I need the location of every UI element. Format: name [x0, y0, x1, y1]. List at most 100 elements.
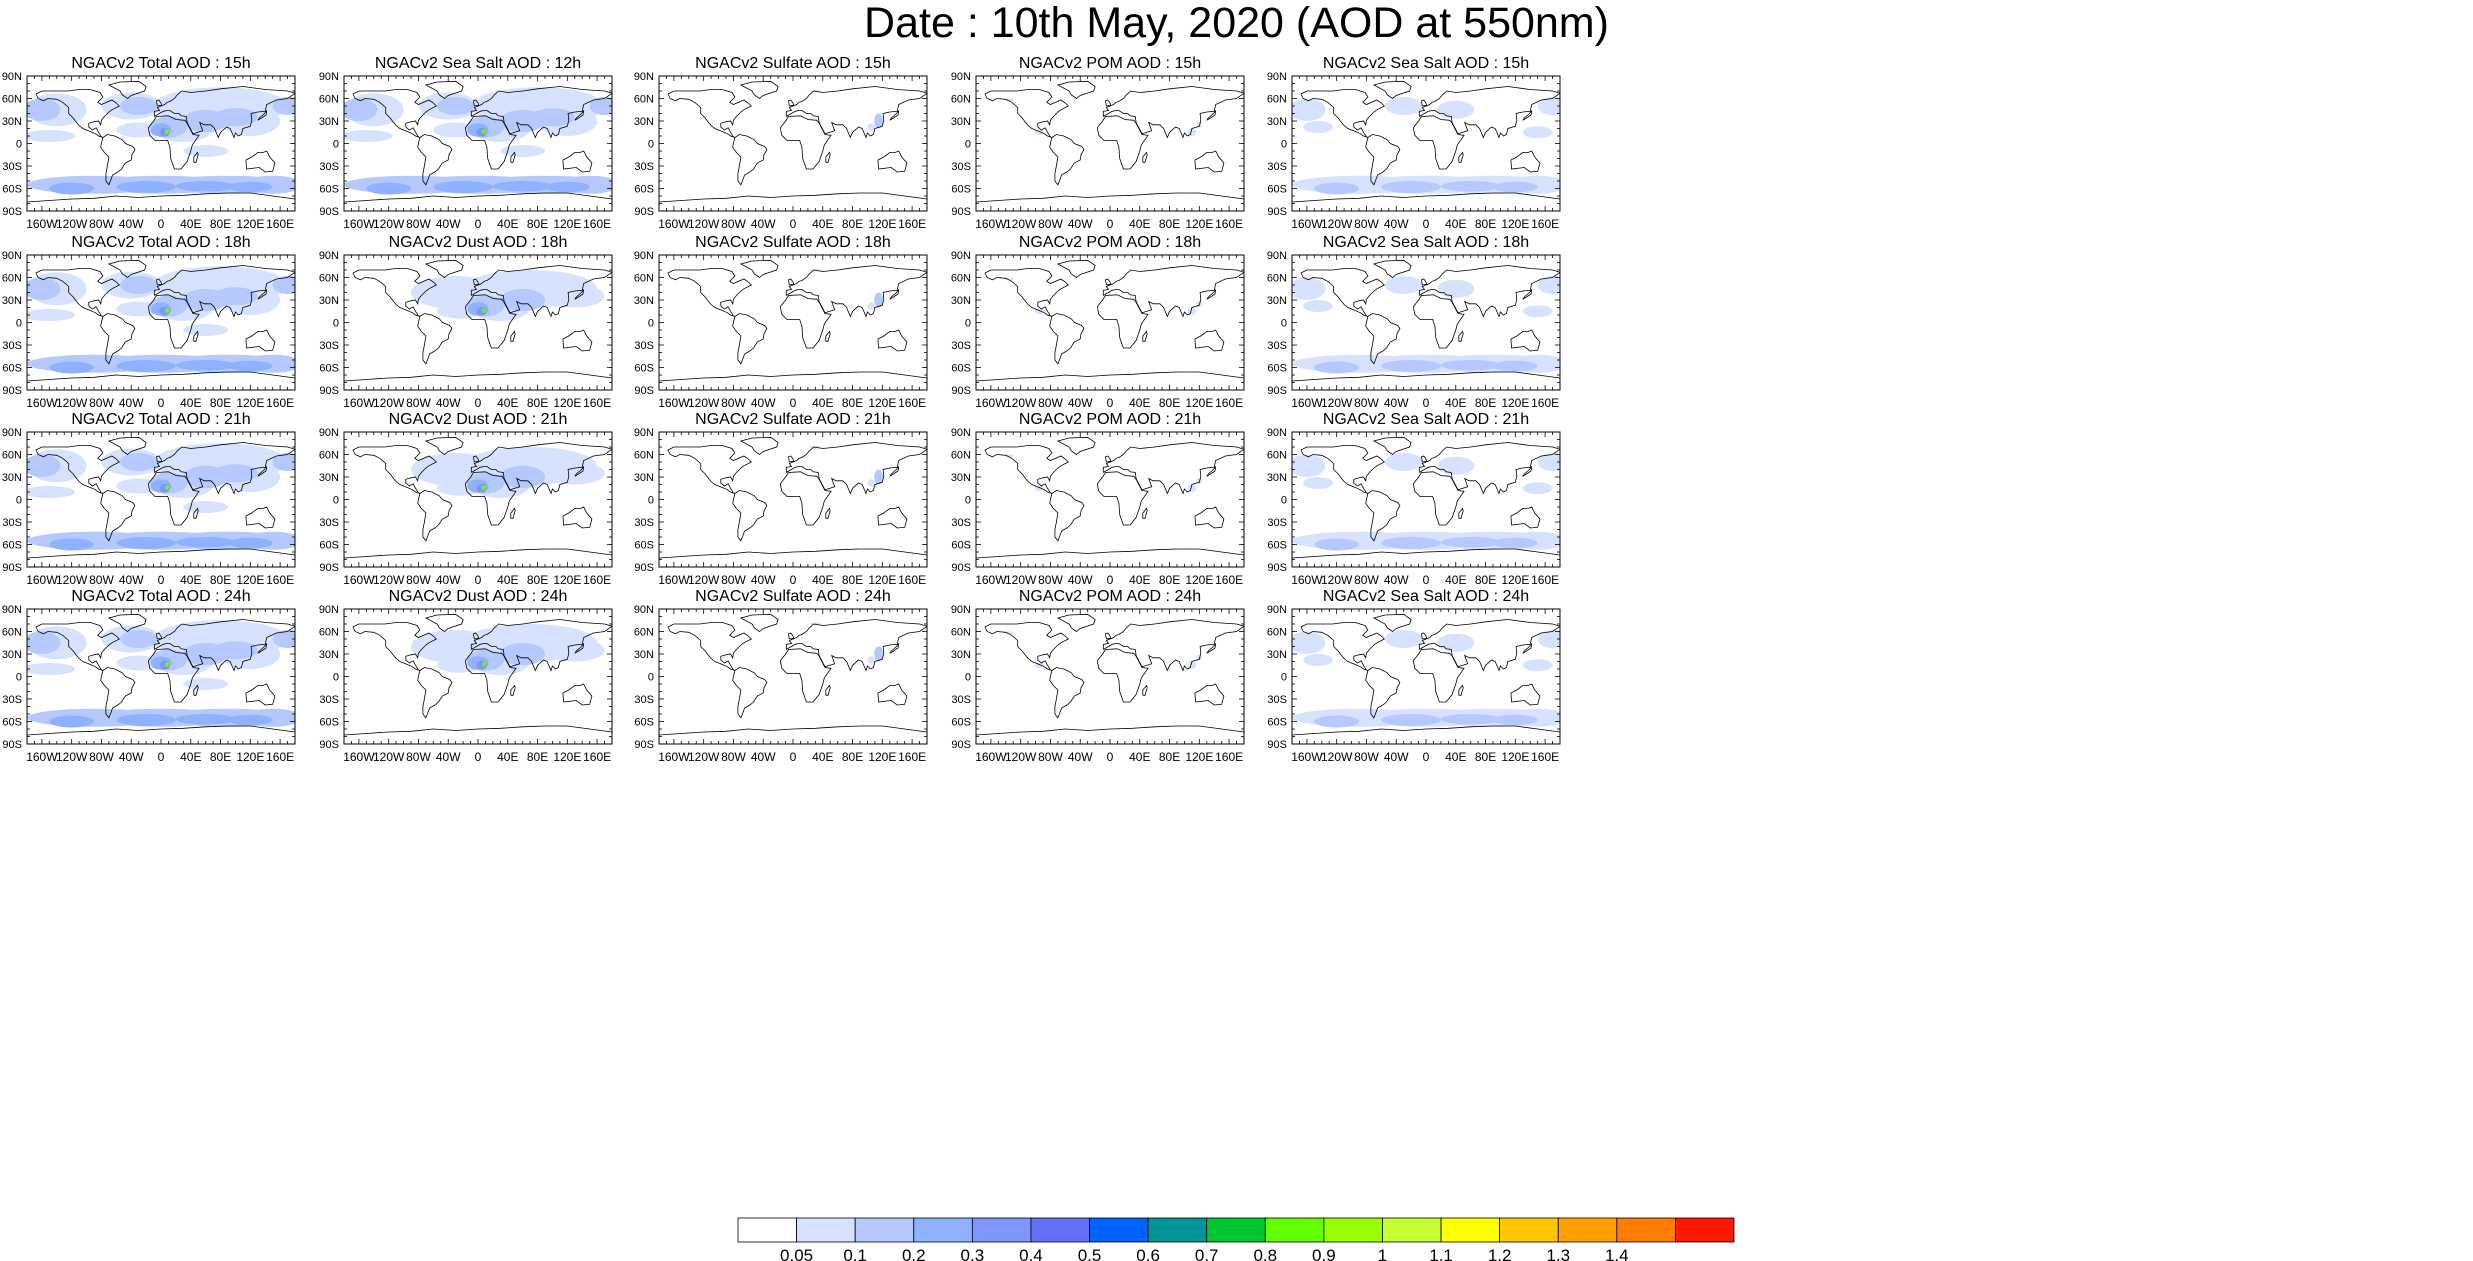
- lat-tick-label: 0: [648, 672, 654, 684]
- lon-tick-label: 160E: [1215, 573, 1243, 587]
- lon-tick-label: 160E: [583, 396, 611, 410]
- lon-tick-label: 80W: [1354, 573, 1379, 587]
- lat-tick-label: 60N: [2, 450, 22, 462]
- coastline: [1412, 294, 1465, 349]
- lon-tick-label: 80E: [210, 217, 231, 231]
- lat-tick-label: 0: [333, 672, 339, 684]
- lat-tick-label: 30N: [1267, 472, 1287, 484]
- colorbar-label: 1.3: [1546, 1246, 1570, 1261]
- lon-tick-label: 160W: [1291, 217, 1323, 231]
- coastline: [1056, 80, 1096, 100]
- lon-tick-label: 160E: [583, 217, 611, 231]
- lat-tick-label: 60S: [2, 540, 22, 552]
- coastline: [1292, 192, 1560, 203]
- coastline: [35, 268, 120, 317]
- aod-patch: [500, 642, 545, 666]
- coastline: [344, 192, 612, 203]
- coastline: [1105, 99, 1112, 107]
- coastline: [1510, 329, 1541, 352]
- lat-tick-label: 90S: [951, 562, 971, 574]
- aod-patch: [183, 145, 229, 157]
- coastline: [877, 683, 908, 706]
- lon-tick-label: 40E: [812, 573, 833, 587]
- coastlines: [976, 80, 1244, 203]
- coastline: [352, 89, 437, 138]
- coastline: [1142, 507, 1148, 519]
- lat-tick-label: 90N: [951, 71, 971, 83]
- coastlines: [976, 613, 1244, 736]
- coastline: [785, 265, 927, 318]
- lon-tick-label: 120W: [56, 573, 88, 587]
- coastlines: [27, 259, 295, 382]
- coastlines: [344, 80, 612, 203]
- aod-patch: [492, 181, 553, 192]
- lon-tick-label: 160W: [26, 396, 58, 410]
- lon-tick-label: 80E: [210, 573, 231, 587]
- aod-patch: [433, 181, 493, 193]
- coastlines: [659, 436, 927, 559]
- coastline: [1194, 506, 1225, 529]
- coastlines: [659, 613, 927, 736]
- lon-tick-label: 120W: [1321, 750, 1353, 764]
- lon-tick-label: 80E: [527, 573, 548, 587]
- lat-tick-label: 30S: [319, 694, 339, 706]
- lat-tick-label: 0: [1281, 318, 1287, 330]
- lon-tick-label: 160W: [343, 573, 375, 587]
- lon-tick-label: 40W: [1384, 396, 1409, 410]
- coastline: [470, 265, 612, 318]
- coastline: [1418, 442, 1560, 495]
- aod-patch: [1537, 630, 1560, 648]
- lon-tick-label: 160W: [658, 573, 690, 587]
- lon-tick-label: 80E: [842, 396, 863, 410]
- coastlines: [1292, 436, 1560, 559]
- coastline: [1292, 725, 1560, 736]
- lat-tick-label: 60N: [2, 627, 22, 639]
- aod-patch: [120, 453, 158, 471]
- lon-tick-label: 120E: [1185, 750, 1213, 764]
- lon-tick-label: 80W: [406, 396, 431, 410]
- aod-patch: [366, 182, 411, 195]
- coastline: [1096, 294, 1149, 349]
- lat-tick-label: 60N: [1267, 450, 1287, 462]
- lat-tick-label: 30S: [951, 340, 971, 352]
- panel-title: NGACv2 POM AOD : 15h: [1019, 55, 1201, 72]
- coastline: [464, 294, 517, 349]
- map-panel: NGACv2 Dust AOD : 21h 90N 60N 30N 0 30S 60S 90S…: [319, 411, 613, 587]
- aod-field: [1005, 98, 1203, 136]
- coastline: [574, 110, 585, 121]
- lon-tick-label: 40W: [436, 396, 461, 410]
- coastline: [1105, 632, 1112, 640]
- aod-patch: [183, 678, 229, 690]
- lon-tick-label: 40W: [1384, 217, 1409, 231]
- lon-tick-label: 120E: [553, 750, 581, 764]
- coastline: [510, 330, 516, 342]
- coastline: [470, 442, 612, 495]
- lon-tick-label: 40W: [751, 396, 776, 410]
- aod-patch: [164, 129, 170, 134]
- lat-tick-label: 30N: [1267, 116, 1287, 128]
- lon-tick-label: 40E: [180, 573, 201, 587]
- aod-patch: [1385, 453, 1423, 471]
- coastline: [1142, 330, 1148, 342]
- lat-tick-label: 0: [1281, 672, 1287, 684]
- aod-patch: [1437, 633, 1475, 652]
- coastline: [156, 632, 163, 640]
- aod-field: [27, 87, 295, 195]
- lon-tick-label: 40E: [1445, 396, 1466, 410]
- aod-patch: [1493, 181, 1538, 193]
- colorbar-box: [1440, 1217, 1501, 1243]
- coastline: [1510, 683, 1541, 706]
- colorbar: 0.05 0.1 0.2 0.3 0.4 0.5 0.6 0.7 0.8 0.9 1 1.1 1.2 1.…: [737, 1217, 1735, 1261]
- coastline: [1102, 619, 1244, 672]
- lon-tick-label: 80E: [527, 217, 548, 231]
- aod-patch: [1385, 97, 1423, 115]
- coastline: [889, 289, 900, 300]
- lon-tick-label: 80E: [1159, 573, 1180, 587]
- coastline: [659, 371, 927, 382]
- panel-title: NGACv2 Sulfate AOD : 21h: [695, 411, 891, 428]
- lon-tick-label: 0: [1423, 750, 1430, 764]
- coastline: [1292, 371, 1560, 382]
- lon-tick-label: 80E: [210, 396, 231, 410]
- lat-tick-label: 90N: [634, 71, 654, 83]
